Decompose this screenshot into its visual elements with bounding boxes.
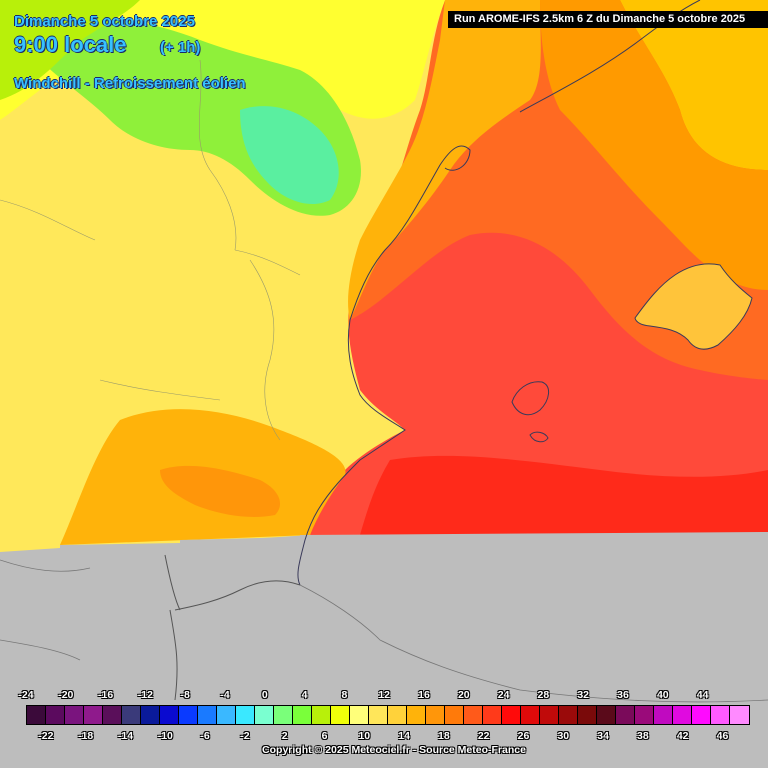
legend-tick-top: 36 [617, 689, 629, 701]
legend-tick-top: 28 [537, 689, 550, 701]
legend-tick-bottom: -14 [117, 730, 134, 742]
legend-tick-bottom: 18 [438, 730, 450, 742]
copyright-text: Copyright © 2025 Meteociel.fr - Source M… [262, 744, 526, 756]
legend-swatch [122, 706, 141, 724]
legend-tick-bottom: -2 [240, 730, 250, 742]
legend-tick-top: 24 [497, 689, 510, 701]
legend-tick-top: 4 [301, 689, 308, 701]
province-borders [0, 59, 301, 441]
legend-tick-top: 32 [577, 689, 590, 701]
legend-swatch [502, 706, 521, 724]
legend-swatch [236, 706, 255, 724]
legend-tick-top: 20 [457, 689, 470, 701]
legend-swatch [198, 706, 217, 724]
legend-tick-top: -20 [58, 689, 74, 701]
legend-swatch [730, 706, 749, 724]
variable-title: Windchill - Refroissement éolien [14, 75, 246, 92]
legend-tick-top: 0 [261, 689, 268, 701]
legend-tick-top: 16 [418, 689, 430, 701]
legend-swatch [350, 706, 369, 724]
legend-swatch [293, 706, 312, 724]
legend-tick-bottom: -22 [38, 730, 54, 742]
cyan-highlands [240, 106, 339, 205]
legend-swatch [331, 706, 350, 724]
legend-swatch [445, 706, 464, 724]
legend-tick-bottom: -6 [200, 730, 210, 742]
formentera-island [529, 431, 549, 443]
land-south-hot [160, 465, 280, 517]
legend-tick-bottom: 14 [398, 730, 410, 742]
legend-swatch [483, 706, 502, 724]
legend-tick-bottom: -18 [78, 730, 94, 742]
legend-swatch [217, 706, 236, 724]
legend-tick-bottom: 10 [358, 730, 371, 742]
legend-swatch [597, 706, 616, 724]
legend-tick-bottom: 26 [517, 730, 530, 742]
legend-swatch [654, 706, 673, 724]
legend-swatch [46, 706, 65, 724]
legend-swatch [65, 706, 84, 724]
legend-swatch [673, 706, 692, 724]
legend-swatch [369, 706, 388, 724]
legend-tick-top: -12 [137, 689, 153, 701]
legend-swatch [540, 706, 559, 724]
mallorca-island [634, 263, 753, 350]
legend-swatch [635, 706, 654, 724]
legend-swatch [521, 706, 540, 724]
orange-band [540, 0, 768, 290]
forecast-date: Dimanche 5 octobre 2025 [14, 13, 195, 30]
legend-swatch [559, 706, 578, 724]
legend-tick-top: -24 [18, 689, 34, 701]
legend-tick-bottom: 30 [557, 730, 570, 742]
legend-swatch [84, 706, 103, 724]
legend-tick-bottom: 38 [637, 730, 649, 742]
coast-orange-strip [348, 0, 541, 320]
legend-tick-top: 44 [696, 689, 709, 701]
legend-swatch [711, 706, 730, 724]
coastline-mainland [297, 145, 471, 586]
color-legend: -24 -20 -16 -12 -8 -4 0 4 8 12 16 20 24 28 32 36 40 44 -2… [0, 686, 768, 768]
legend-tick-top: -16 [98, 689, 114, 701]
legend-swatch [179, 706, 198, 724]
run-info-box: Run AROME-IFS 2.5km 6 Z du Dimanche 5 oc… [448, 11, 768, 28]
country-border [164, 554, 301, 701]
legend-tick-bottom: 42 [676, 730, 689, 742]
legend-swatch [426, 706, 445, 724]
green-northwest [0, 0, 140, 100]
legend-tick-bottom: 34 [597, 730, 609, 742]
legend-swatch [255, 706, 274, 724]
legend-swatch [464, 706, 483, 724]
legend-swatch [103, 706, 122, 724]
ibiza-island [511, 381, 549, 416]
legend-tick-bottom: 46 [716, 730, 729, 742]
forecast-offset: (+ 1h) [160, 39, 201, 56]
legend-swatch [141, 706, 160, 724]
legend-tick-bottom: 22 [477, 730, 490, 742]
sea-deep-red-zone [360, 455, 768, 535]
legend-swatch [616, 706, 635, 724]
legend-color-bar [26, 705, 750, 725]
legend-tick-top: 8 [341, 689, 348, 701]
legend-swatch [692, 706, 711, 724]
forecast-time: 9:00 locale [14, 32, 127, 57]
legend-swatch [407, 706, 426, 724]
coastline-africa [0, 559, 768, 703]
legend-swatch [312, 706, 331, 724]
legend-tick-top: 12 [378, 689, 391, 701]
legend-tick-top: -8 [180, 689, 190, 701]
legend-swatch [160, 706, 179, 724]
legend-tick-bottom: 2 [281, 730, 288, 742]
legend-swatch [388, 706, 407, 724]
legend-swatch [274, 706, 293, 724]
legend-tick-bottom: -10 [157, 730, 173, 742]
legend-tick-top: 40 [656, 689, 669, 701]
legend-tick-bottom: 6 [321, 730, 328, 742]
warm-band-ne [620, 0, 768, 170]
legend-swatch [27, 706, 46, 724]
legend-tick-top: -4 [220, 689, 230, 701]
legend-swatch [578, 706, 597, 724]
